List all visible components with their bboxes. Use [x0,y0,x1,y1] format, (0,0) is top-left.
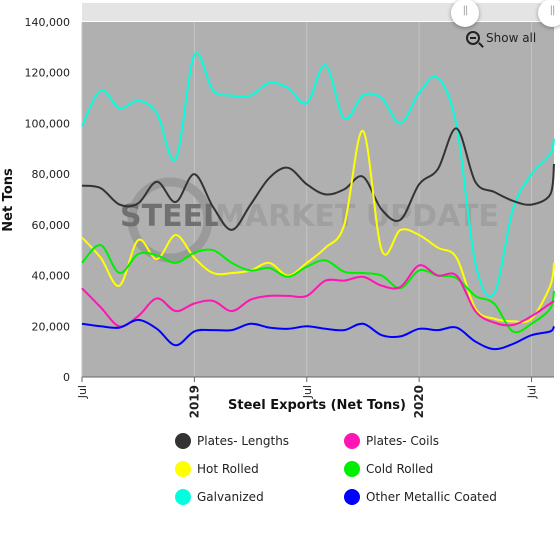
legend-label: Other Metallic Coated [366,490,497,504]
grid-lines [81,22,533,377]
series-line-plates-lengths [81,127,555,231]
range-handle-left[interactable] [451,0,479,27]
series-line-galvanized [81,51,555,298]
legend-marker [344,433,360,449]
show-all-button[interactable]: Show all [466,28,536,48]
y-tick-label: 100,000 [25,117,71,130]
x-tick-label: Jul [301,385,314,399]
x-tick-label: 2019 [187,385,201,418]
series-layer [81,51,555,351]
legend-marker [344,461,360,477]
zoom-out-icon [466,31,480,45]
legend-label: Galvanized [197,490,264,504]
legend: Plates- Lengths Plates- Coils Hot Rolled Co… [175,433,497,505]
series-line-other-metallic-coated [81,318,555,351]
x-axis-ticks: Jul 2019 Jul 2020 Jul [76,377,539,418]
legend-label: Hot Rolled [197,462,259,476]
legend-label: Plates- Coils [366,434,439,448]
y-tick-label: 20,000 [32,320,71,333]
show-all-label: Show all [486,31,537,45]
y-tick-label: 140,000 [25,16,71,29]
y-tick-label: 0 [63,371,70,384]
navigator-strip [82,3,554,21]
x-axis-title: Steel Exports (Net Tons) [228,398,406,413]
legend-marker [175,461,191,477]
legend-marker [175,433,191,449]
legend-label: Plates- Lengths [197,434,289,448]
y-tick-label: 80,000 [32,168,71,181]
plot-background [82,22,554,377]
legend-marker [344,489,360,505]
range-handle-right[interactable] [538,0,560,27]
legend-item-plates-coils[interactable]: Plates- Coils [344,433,439,449]
x-tick-label: 2020 [412,385,426,418]
x-tick-label: Jul [526,385,539,399]
series-line-cold-rolled [81,244,555,334]
legend-item-cold-rolled[interactable]: Cold Rolled [344,461,433,477]
watermark-logo-circle [127,177,213,263]
y-tick-label: 60,000 [32,219,71,232]
watermark-text-market-update: MARKET UPDATE [215,199,499,234]
legend-item-hot-rolled[interactable]: Hot Rolled [175,461,259,477]
legend-item-galvanized[interactable]: Galvanized [175,489,264,505]
legend-item-plates-lengths[interactable]: Plates- Lengths [175,433,289,449]
y-axis-title: Net Tons [1,168,16,232]
legend-label: Cold Rolled [366,462,433,476]
legend-marker [175,489,191,505]
x-tick-label: Jul [76,385,89,399]
watermark: STEEL MARKET UPDATE [120,177,499,263]
series-line-hot-rolled [81,129,555,324]
legend-item-other-metallic-coated[interactable]: Other Metallic Coated [344,489,497,505]
series-line-plates-coils [81,264,555,328]
y-tick-label: 40,000 [32,270,71,283]
y-axis-ticks: 0 20,000 40,000 60,000 80,000 100,000 120,000 1… [25,16,71,384]
y-tick-label: 120,000 [25,67,71,80]
